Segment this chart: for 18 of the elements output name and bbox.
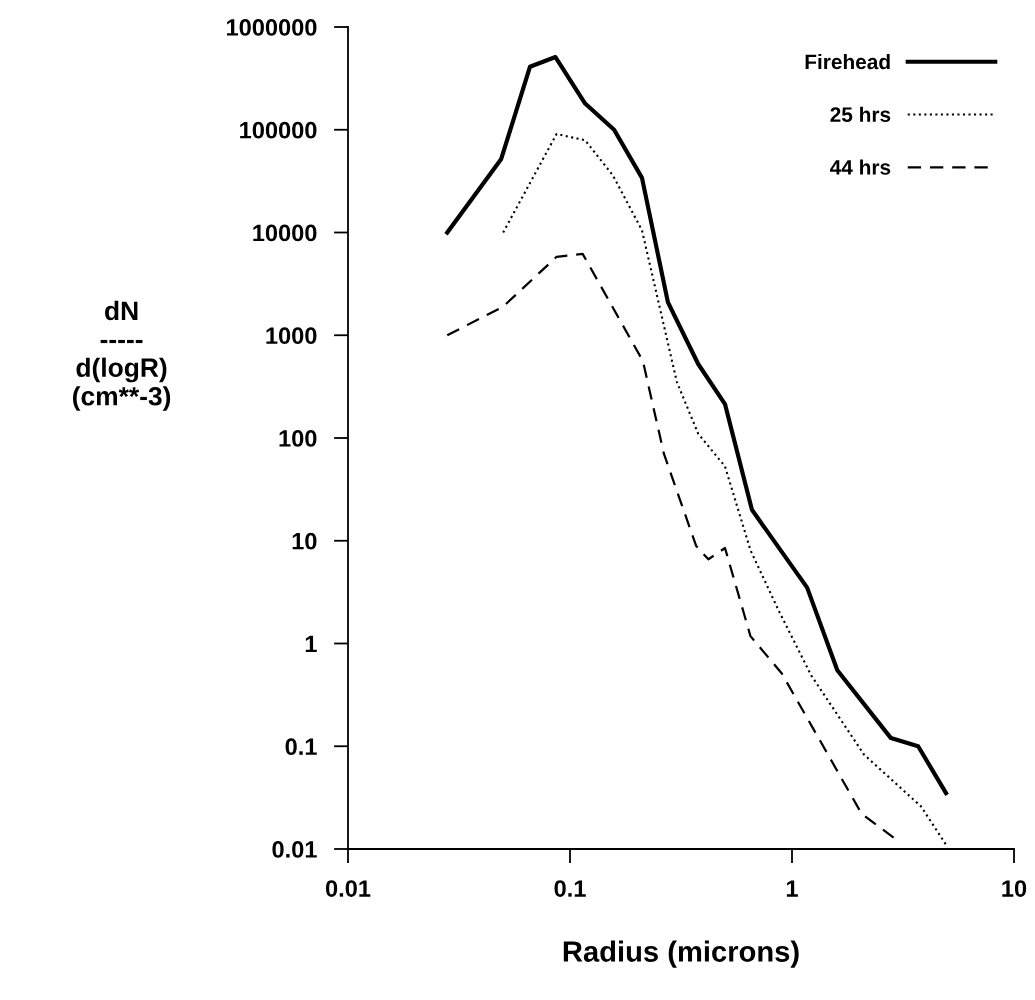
x-tick-label: 1 [786,880,798,897]
y-tick-label: 0.01 [272,841,317,858]
y-tick-label: 100 [279,430,317,447]
y-tick-label: 100000 [240,121,317,139]
y-tick-label: 1000 [266,327,317,345]
x-tick-label: 10 [1002,880,1027,897]
legend-label: 44 hrs [830,159,891,175]
y-tick-label: 1000000 [227,19,317,36]
y-axis-title: dN ----- d(logR) (cm**-3) [73,300,171,411]
y-tick-label: 10 [292,532,317,550]
y-tick-label: 1 [305,635,317,653]
legend-label: 25 hrs [830,106,891,123]
x-tick-label: 0.01 [325,880,371,897]
x-tick-label: 0.1 [554,880,586,897]
y-tick-label: 10000 [253,224,317,242]
legend-label: Firehead [805,53,890,70]
x-axis-title: Radius (microns) [563,940,799,968]
y-tick-label: 0.1 [285,738,317,756]
